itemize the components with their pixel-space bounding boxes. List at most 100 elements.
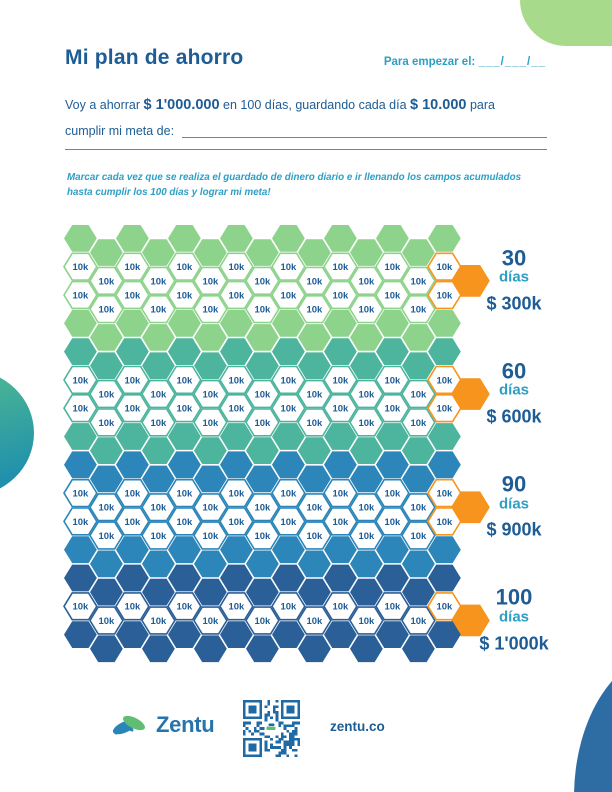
day-hex-cell[interactable]: 10k	[89, 521, 124, 550]
day-hex-cell[interactable]: 10k	[323, 280, 358, 310]
day-hex-cell[interactable]: 10k	[89, 266, 124, 296]
day-hex-cell[interactable]: 10k	[245, 408, 280, 437]
day-hex-cell[interactable]: 10k	[401, 294, 436, 324]
day-hex-cell[interactable]: 10k	[375, 365, 410, 395]
day-hex-cell[interactable]: 10k	[401, 266, 436, 296]
day-hex-cell[interactable]: 10k	[245, 493, 280, 522]
day-hex-cell[interactable]: 10k	[349, 493, 384, 522]
day-hex-cell[interactable]: 10k	[297, 266, 332, 296]
day-hex-cell[interactable]: 10k	[219, 592, 254, 621]
day-hex-cell[interactable]: 10k	[427, 393, 462, 423]
day-hex-cell[interactable]: 10k	[115, 252, 150, 281]
day-hex-cell[interactable]: 10k	[245, 379, 280, 409]
day-hex-cell[interactable]: 10k	[193, 606, 228, 635]
day-hex-cell[interactable]: 10k	[89, 379, 124, 409]
day-hex-cell[interactable]: 10k	[427, 507, 462, 536]
day-hex-cell[interactable]: 10k	[63, 592, 98, 621]
goal-blank-line[interactable]	[182, 124, 547, 138]
day-hex-cell[interactable]: 10k	[271, 393, 306, 423]
day-hex-cell[interactable]: 10k	[297, 294, 332, 324]
day-hex-cell[interactable]: 10k	[141, 379, 176, 409]
day-hex-cell[interactable]: 10k	[349, 521, 384, 550]
day-hex-cell[interactable]: 10k	[375, 280, 410, 310]
day-hex-cell[interactable]: 10k	[167, 507, 202, 536]
day-hex-cell[interactable]: 10k	[349, 266, 384, 296]
day-hex-cell[interactable]: 10k	[271, 280, 306, 310]
day-hex-cell[interactable]: 10k	[219, 393, 254, 423]
day-hex-cell[interactable]: 10k	[141, 294, 176, 324]
day-hex-cell[interactable]: 10k	[271, 478, 306, 508]
day-hex-cell[interactable]: 10k	[401, 408, 436, 437]
day-hex-cell[interactable]: 10k	[323, 507, 358, 536]
day-hex-cell[interactable]: 10k	[219, 478, 254, 508]
day-hex-cell[interactable]: 10k	[219, 365, 254, 395]
start-date-blank[interactable]: ___/___/__	[478, 56, 546, 68]
day-hex-cell[interactable]: 10k	[193, 294, 228, 324]
day-hex-cell[interactable]: 10k	[375, 393, 410, 423]
day-hex-cell[interactable]: 10k	[89, 606, 124, 635]
day-hex-cell[interactable]: 10k	[141, 266, 176, 296]
day-hex-cell[interactable]: 10k	[323, 393, 358, 423]
day-hex-cell[interactable]: 10k	[63, 252, 98, 281]
day-hex-cell[interactable]: 10k	[375, 478, 410, 508]
day-hex-cell[interactable]: 10k	[63, 280, 98, 310]
day-hex-cell[interactable]: 10k	[297, 408, 332, 437]
day-hex-cell[interactable]: 10k	[323, 252, 358, 281]
day-hex-cell[interactable]: 10k	[63, 365, 98, 395]
day-hex-cell[interactable]: 10k	[323, 478, 358, 508]
day-hex-cell[interactable]: 10k	[89, 294, 124, 324]
day-hex-cell[interactable]: 10k	[115, 393, 150, 423]
day-hex-cell[interactable]: 10k	[323, 592, 358, 621]
day-hex-cell[interactable]: 10k	[271, 252, 306, 281]
day-hex-cell[interactable]: 10k	[349, 408, 384, 437]
day-hex-cell[interactable]: 10k	[323, 365, 358, 395]
day-hex-cell[interactable]: 10k	[375, 252, 410, 281]
day-hex-cell[interactable]: 10k	[245, 606, 280, 635]
day-hex-cell[interactable]: 10k	[63, 478, 98, 508]
day-hex-cell[interactable]: 10k	[219, 280, 254, 310]
day-hex-cell[interactable]: 10k	[245, 266, 280, 296]
day-hex-cell[interactable]: 10k	[427, 280, 462, 310]
day-hex-cell[interactable]: 10k	[115, 280, 150, 310]
day-hex-cell[interactable]: 10k	[193, 266, 228, 296]
day-hex-cell[interactable]: 10k	[167, 280, 202, 310]
day-hex-cell[interactable]: 10k	[63, 393, 98, 423]
day-hex-cell[interactable]: 10k	[89, 408, 124, 437]
day-hex-cell[interactable]: 10k	[297, 606, 332, 635]
day-hex-cell[interactable]: 10k	[401, 606, 436, 635]
day-hex-cell[interactable]: 10k	[401, 521, 436, 550]
day-hex-cell[interactable]: 10k	[141, 408, 176, 437]
day-hex-cell[interactable]: 10k	[115, 365, 150, 395]
day-hex-cell[interactable]: 10k	[167, 393, 202, 423]
day-hex-cell[interactable]: 10k	[219, 252, 254, 281]
day-hex-cell[interactable]: 10k	[245, 294, 280, 324]
day-hex-cell[interactable]: 10k	[349, 379, 384, 409]
day-hex-cell[interactable]: 10k	[115, 592, 150, 621]
day-hex-cell[interactable]: 10k	[271, 592, 306, 621]
day-hex-cell[interactable]: 10k	[401, 379, 436, 409]
day-hex-cell[interactable]: 10k	[141, 493, 176, 522]
day-hex-cell[interactable]: 10k	[167, 252, 202, 281]
day-hex-cell[interactable]: 10k	[193, 408, 228, 437]
day-hex-cell[interactable]: 10k	[219, 507, 254, 536]
day-hex-cell[interactable]: 10k	[271, 507, 306, 536]
day-hex-cell[interactable]: 10k	[297, 379, 332, 409]
day-hex-cell[interactable]: 10k	[271, 365, 306, 395]
day-hex-cell[interactable]: 10k	[193, 493, 228, 522]
day-hex-cell[interactable]: 10k	[63, 507, 98, 536]
day-hex-cell[interactable]: 10k	[245, 521, 280, 550]
day-hex-cell[interactable]: 10k	[167, 365, 202, 395]
day-hex-cell[interactable]: 10k	[349, 606, 384, 635]
day-hex-cell[interactable]: 10k	[115, 507, 150, 536]
day-hex-cell[interactable]: 10k	[89, 493, 124, 522]
day-hex-cell[interactable]: 10k	[167, 592, 202, 621]
day-hex-cell[interactable]: 10k	[141, 606, 176, 635]
day-hex-cell[interactable]: 10k	[349, 294, 384, 324]
day-hex-cell[interactable]: 10k	[141, 521, 176, 550]
day-hex-cell[interactable]: 10k	[375, 592, 410, 621]
day-hex-cell[interactable]: 10k	[193, 521, 228, 550]
day-hex-cell[interactable]: 10k	[167, 478, 202, 508]
day-hex-cell[interactable]: 10k	[297, 493, 332, 522]
day-hex-cell[interactable]: 10k	[115, 478, 150, 508]
day-hex-cell[interactable]: 10k	[193, 379, 228, 409]
